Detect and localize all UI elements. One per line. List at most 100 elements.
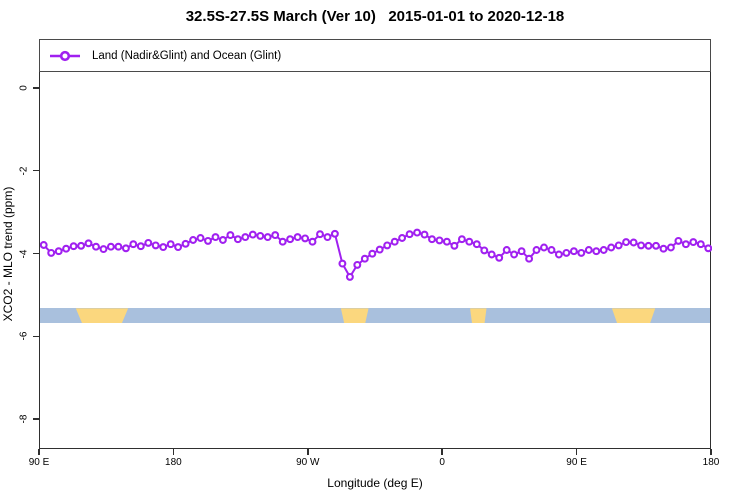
data-point-marker <box>271 231 280 240</box>
data-point-marker <box>487 250 496 259</box>
data-point-marker <box>510 250 519 259</box>
data-point-marker <box>54 247 63 256</box>
legend-label: Land (Nadir&Glint) and Ocean (Glint) <box>92 49 282 62</box>
y-tick <box>33 418 39 420</box>
data-point-marker <box>323 233 332 242</box>
data-point-marker <box>577 248 586 257</box>
data-point-marker <box>174 243 183 252</box>
y-tick-label: -8 <box>18 414 30 424</box>
data-point-marker <box>144 238 153 247</box>
ocean-segment <box>40 308 710 324</box>
data-point-marker <box>353 260 362 269</box>
data-point-marker <box>502 246 511 254</box>
x-tick <box>307 449 309 455</box>
data-point-marker <box>69 242 78 251</box>
data-point-marker <box>689 238 698 247</box>
data-point-marker <box>233 235 242 244</box>
data-point-marker <box>226 231 235 240</box>
x-tick-label: 180 <box>165 457 182 468</box>
data-point-marker <box>196 234 205 242</box>
data-point-marker <box>106 242 115 251</box>
data-point-marker <box>84 239 93 248</box>
y-tick <box>33 87 39 89</box>
legend-box: Land (Nadir&Glint) and Ocean (Glint) <box>39 39 711 72</box>
data-point-marker <box>584 246 593 254</box>
data-point-marker <box>562 248 571 257</box>
x-tick-label: 90 E <box>566 457 587 468</box>
data-point-marker <box>420 230 429 239</box>
data-point-marker <box>450 241 459 250</box>
data-point-marker <box>659 244 668 253</box>
data-point-marker <box>360 254 369 263</box>
x-tick-label: 90 E <box>28 457 50 468</box>
land-segment <box>75 308 129 324</box>
data-point-marker <box>480 246 489 255</box>
x-tick <box>172 449 175 455</box>
data-point-marker <box>532 246 541 254</box>
chart-title: 32.5S-27.5S March (Ver 10) 2015-01-01 to… <box>185 8 565 25</box>
data-point-marker <box>495 253 504 262</box>
data-point-marker <box>121 244 130 253</box>
data-point-marker <box>390 237 399 246</box>
data-point-marker <box>368 249 377 258</box>
x-tick <box>710 449 712 455</box>
data-point-marker <box>405 230 414 239</box>
data-point-marker <box>442 237 451 246</box>
data-point-marker <box>301 234 310 243</box>
data-point-marker <box>540 243 548 252</box>
data-point-marker <box>204 236 212 245</box>
data-point-marker <box>375 245 384 254</box>
y-tick-label: -2 <box>18 166 30 176</box>
y-tick-label: -4 <box>18 249 30 258</box>
y-axis-label: XCO2 - MLO trend (ppm) <box>1 186 15 322</box>
x-tick-label: 0 <box>439 457 445 468</box>
data-point-marker <box>704 244 712 253</box>
data-point-marker <box>614 241 623 250</box>
data-point-marker <box>547 246 556 254</box>
data-point-marker <box>159 243 168 252</box>
data-point-marker <box>248 230 257 239</box>
x-tick <box>575 449 578 455</box>
land-ocean-strip <box>40 308 710 324</box>
data-point-marker <box>92 242 100 251</box>
data-point-marker <box>629 238 638 247</box>
data-point-marker <box>599 246 608 254</box>
data-point-marker <box>114 242 123 251</box>
data-point-marker <box>211 233 220 242</box>
data-point-marker <box>129 240 138 249</box>
data-point-marker <box>465 237 474 246</box>
data-point-marker <box>308 237 317 246</box>
data-point-marker <box>218 236 227 244</box>
land-segment <box>470 308 487 324</box>
data-point-marker <box>256 231 265 240</box>
land-segment <box>340 308 369 324</box>
data-point-marker <box>435 236 444 245</box>
data-point-marker <box>99 245 108 254</box>
y-tick-label: -6 <box>18 331 30 341</box>
data-point-marker <box>338 259 347 268</box>
data-point-marker <box>592 247 601 256</box>
data-point-marker <box>278 237 287 246</box>
data-point-marker <box>428 235 436 244</box>
data-point-marker <box>457 235 466 244</box>
data-point-marker <box>293 233 302 242</box>
data-point-marker <box>472 240 481 249</box>
data-point-marker <box>607 243 616 252</box>
data-point-marker <box>330 229 339 238</box>
data-point-marker <box>398 234 407 242</box>
data-point-marker <box>316 230 324 239</box>
data-point-marker <box>696 240 705 249</box>
data-point-marker <box>345 272 354 281</box>
data-point-marker <box>681 240 690 249</box>
data-point-marker <box>554 250 563 259</box>
plot-area: Land (Nadir&Glint) and Ocean (Glint) <box>39 39 712 449</box>
data-point-marker <box>644 241 653 250</box>
data-point-marker <box>62 244 71 253</box>
data-point-marker <box>286 235 295 244</box>
x-axis-label: Longitude (deg E) <box>327 476 423 490</box>
data-point-marker <box>189 236 198 244</box>
data-point-marker <box>674 236 683 245</box>
data-point-marker <box>263 233 272 242</box>
legend-line-marker-icon <box>50 50 80 61</box>
